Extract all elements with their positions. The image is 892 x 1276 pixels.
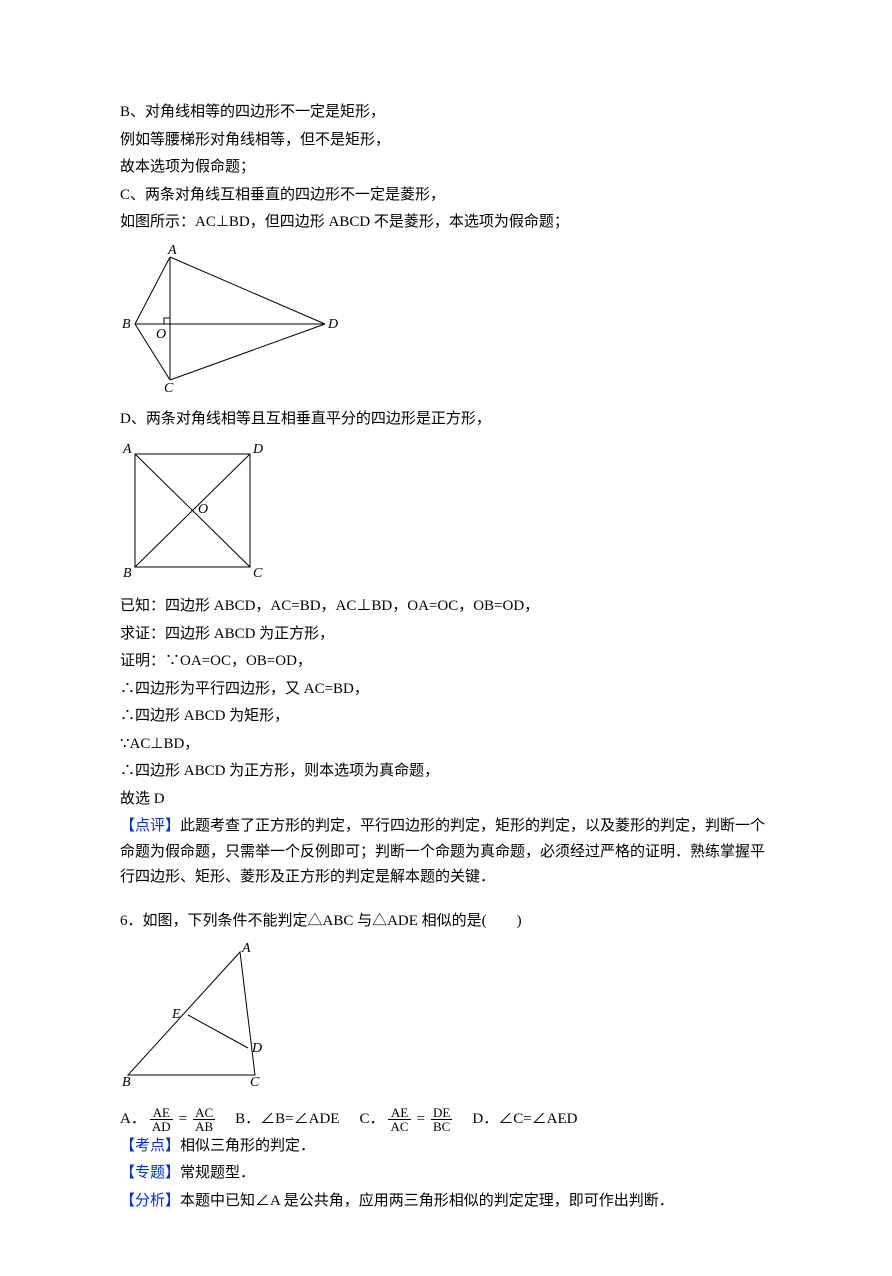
proof-given: 已知：四边形 ABCD，AC=BD，AC⊥BD，OA=OC，OB=OD，	[120, 594, 772, 620]
fraction-ae-ad: AE AD	[150, 1106, 173, 1134]
options-row: A． AE AD = AC AB B．∠B=∠ADE C． AE AC = DE…	[120, 1106, 772, 1134]
spacer	[120, 893, 772, 907]
proof-5: ∴四边形 ABCD 为正方形，则本选项为真命题，	[120, 759, 772, 785]
analysis-label: 【分析】	[120, 1193, 180, 1209]
line-b-2: 例如等腰梯形对角线相等，但不是矩形，	[120, 128, 772, 154]
equals-icon: =	[177, 1107, 189, 1133]
option-c: C． AE AC = DE BC	[359, 1106, 452, 1134]
type-text: 【专题】常规题型．	[120, 1161, 772, 1187]
review-label: 【点评】	[120, 818, 180, 834]
option-c-prefix: C．	[359, 1107, 384, 1133]
figure-kite: A B O D C	[120, 242, 772, 402]
proof-toshow: 求证：四边形 ABCD 为正方形，	[120, 622, 772, 648]
proof-2: ∴四边形为平行四边形，又 AC=BD，	[120, 677, 772, 703]
svg-text:D: D	[251, 1041, 262, 1056]
topic-label: 【考点】	[120, 1138, 180, 1154]
line-d-1: D、两条对角线相等且互相垂直平分的四边形是正方形，	[120, 407, 772, 433]
review-text: 【点评】此题考查了正方形的判定，平行四边形的判定，矩形的判定，以及菱形的判定，判…	[120, 814, 772, 891]
answer: 故选 D	[120, 787, 772, 813]
figure-square: A D B C O	[120, 439, 772, 589]
option-a: A． AE AD = AC AB	[120, 1106, 215, 1134]
svg-text:D: D	[327, 317, 338, 332]
fraction-de-bc: DE BC	[431, 1106, 452, 1134]
fraction-ac-ab: AC AB	[193, 1106, 215, 1134]
document-page: B、对角线相等的四边形不一定是矩形， 例如等腰梯形对角线相等，但不是矩形， 故本…	[0, 0, 892, 1276]
type-label: 【专题】	[120, 1165, 180, 1181]
svg-text:O: O	[156, 327, 166, 342]
line-c-1: C、两条对角线互相垂直的四边形不一定是菱形，	[120, 183, 772, 209]
svg-text:B: B	[122, 1075, 131, 1090]
analysis-body: 本题中已知∠A 是公共角，应用两三角形相似的判定定理，即可作出判断．	[180, 1193, 674, 1209]
type-body: 常规题型．	[180, 1165, 255, 1181]
topic-text: 【考点】相似三角形的判定．	[120, 1134, 772, 1160]
topic-body: 相似三角形的判定．	[180, 1138, 315, 1154]
option-d: D．∠C=∠AED	[472, 1107, 577, 1133]
equals-icon: =	[415, 1107, 427, 1133]
proof-4: ∵AC⊥BD，	[120, 732, 772, 758]
option-a-prefix: A．	[120, 1107, 146, 1133]
svg-text:A: A	[122, 442, 132, 457]
line-b-3: 故本选项为假命题；	[120, 155, 772, 181]
analysis-text: 【分析】本题中已知∠A 是公共角，应用两三角形相似的判定定理，即可作出判断．	[120, 1189, 772, 1215]
svg-text:E: E	[171, 1007, 181, 1022]
line-b-1: B、对角线相等的四边形不一定是矩形，	[120, 100, 772, 126]
fraction-ae-ac: AE AC	[388, 1106, 410, 1134]
svg-text:C: C	[253, 566, 263, 579]
svg-text:A: A	[167, 243, 177, 258]
svg-text:B: B	[123, 566, 132, 579]
svg-text:O: O	[198, 502, 208, 517]
svg-text:B: B	[122, 317, 131, 332]
svg-text:C: C	[164, 381, 174, 392]
review-body: 此题考查了正方形的判定，平行四边形的判定，矩形的判定，以及菱形的判定，判断一个命…	[120, 818, 765, 885]
svg-text:C: C	[250, 1075, 260, 1090]
proof-1: 证明：∵OA=OC，OB=OD，	[120, 649, 772, 675]
figure-triangle: A B C E D	[120, 940, 772, 1100]
line-c-2: 如图所示：AC⊥BD，但四边形 ABCD 不是菱形，本选项为假命题；	[120, 210, 772, 236]
proof-3: ∴四边形 ABCD 为矩形，	[120, 704, 772, 730]
option-b: B．∠B=∠ADE	[235, 1107, 339, 1133]
question-6: 6．如图，下列条件不能判定△ABC 与△ADE 相似的是( )	[120, 909, 772, 935]
svg-text:A: A	[241, 941, 251, 956]
svg-text:D: D	[252, 442, 263, 457]
